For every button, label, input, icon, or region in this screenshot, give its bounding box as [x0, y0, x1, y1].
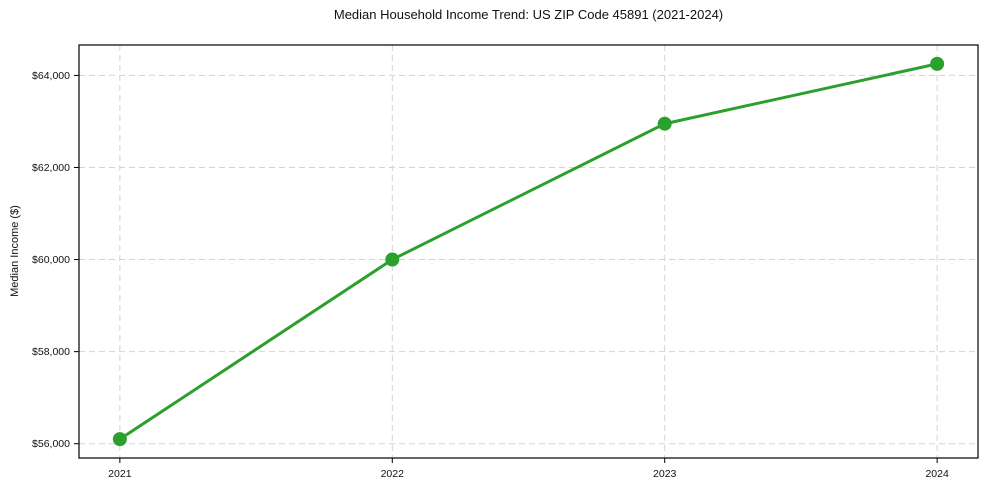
data-point-marker [112, 432, 127, 447]
chart-title: Median Household Income Trend: US ZIP Co… [333, 7, 724, 22]
trend-line [118, 62, 939, 441]
y-tick-label: $58,000 [32, 346, 70, 358]
x-tick-label: 2024 [925, 468, 949, 480]
data-point-marker [657, 116, 672, 131]
x-tick-label: 2021 [108, 468, 132, 480]
y-tick-label: $62,000 [32, 162, 70, 174]
x-tick-label: 2023 [653, 468, 677, 480]
x-tick-label: 2022 [381, 468, 405, 480]
data-point-marker [930, 56, 945, 71]
y-tick-label: $56,000 [32, 438, 70, 450]
y-tick-label: $60,000 [32, 254, 70, 266]
y-tick-label: $64,000 [32, 70, 70, 82]
axes-box [78, 44, 979, 459]
data-point-marker [385, 252, 400, 267]
